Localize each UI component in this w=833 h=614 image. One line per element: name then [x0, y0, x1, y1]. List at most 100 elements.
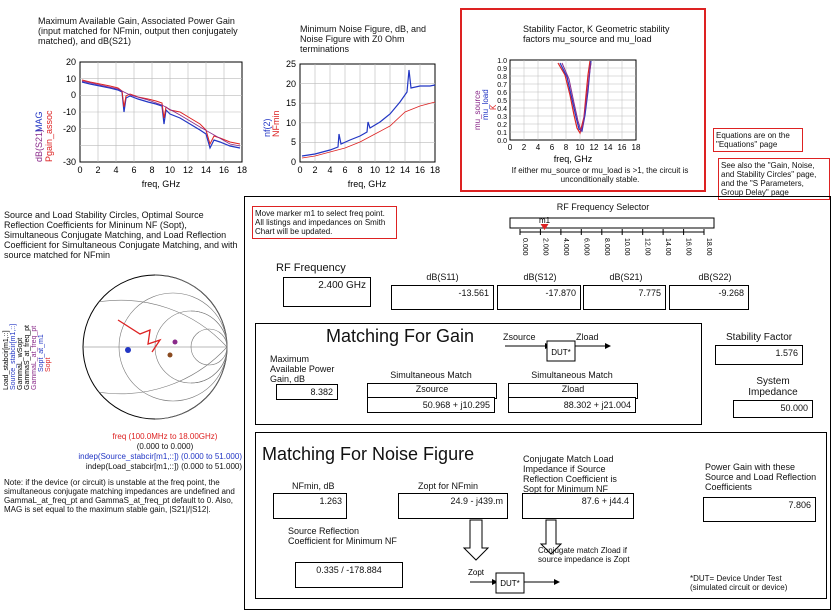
k-xtick: 16	[618, 143, 627, 152]
selector-tick: 10.00	[623, 238, 630, 256]
smith-legend: Source_stabcir[m1,::]	[10, 324, 17, 390]
sim-match-zl-caption: Simultaneous Match	[531, 370, 613, 380]
nf-xtick: 10	[370, 165, 380, 175]
gain-plot: 20 10 0 -10 -20 -30 0 2 4 6 8 10 12 14 1…	[34, 57, 247, 189]
conj-match-note: Conjugate match Zload if source impedanc…	[538, 546, 630, 564]
smith-legend: Sopt_at_m1	[38, 334, 45, 372]
gain-xtick: 14	[201, 165, 211, 175]
gain-section-title: Matching For Gain	[326, 326, 475, 346]
s12-value: -17.870	[497, 285, 581, 310]
k-ytick: 0.3	[497, 114, 507, 121]
k-xtick: 6	[550, 143, 555, 152]
zload-value: 88.302 + j21.004	[508, 397, 636, 413]
k-xlabel: freq, GHz	[554, 154, 593, 164]
gain-dut-diagram: DUT*	[505, 340, 611, 362]
gain-matching-section	[255, 323, 702, 425]
zload-label: Zload	[576, 332, 599, 342]
gain-ytick: 20	[66, 57, 76, 67]
gain-xtick: 2	[95, 165, 100, 175]
smith-legend: GammaS_at_freq_pt	[24, 325, 31, 390]
selector-tick: 12.00	[644, 238, 651, 256]
k-ytick: 0.6	[497, 90, 507, 97]
noise-matching-section	[255, 432, 827, 599]
nf-xtick: 14	[400, 165, 410, 175]
selector-tick: 6.000	[582, 238, 589, 256]
nf-ytick: 25	[286, 59, 296, 69]
smith-legend: GammaL_at_freq_pt	[31, 326, 38, 390]
gain-dut-label: DUT*	[551, 348, 571, 357]
nf-plot-title: Minimum Noise Figure, dB, and Noise Figu…	[300, 24, 427, 54]
k-ytick: 0.7	[497, 82, 507, 89]
nf-xlabel: freq, GHz	[348, 179, 387, 189]
noise-dut-diagram: DUT* Zopt	[462, 519, 563, 594]
gain-ytick: 10	[66, 74, 76, 84]
nf-ytick: 20	[286, 79, 296, 89]
smith-legend: GammaL_wSopt	[17, 338, 24, 390]
frequency-selector[interactable]: m1 0.000 2.000 4.000 6.000 8.000 10.00 1…	[504, 214, 724, 270]
nfmin-value: 1.263	[273, 493, 347, 519]
k-ytick: 0.8	[497, 74, 507, 81]
stability-factor-value: 1.576	[715, 345, 803, 365]
dut-note: *DUT= Device Under Test (simulated circu…	[690, 574, 788, 592]
zopt-arrow-label: Zopt	[468, 568, 485, 577]
power-gain-label: Power Gain with these Source and Load Re…	[705, 462, 817, 492]
s12-label: dB(S12)	[523, 272, 557, 282]
equations-note: Equations are on the "Equations" page	[713, 128, 803, 152]
smith-range2: indep(Source_stabcir[m1,::]) (0.000 to 5…	[78, 452, 242, 461]
s11-value: -13.561	[391, 285, 494, 310]
smith-legend: Sopt	[45, 358, 52, 372]
gain-ylabel: Pgain_assoc	[44, 110, 54, 162]
nf-ylabel: NFmin	[271, 111, 281, 138]
k-ylabel: mu_source	[473, 90, 482, 130]
k-xtick: 10	[576, 143, 585, 152]
k-plot-title: Stability Factor, K Geometric stability …	[523, 24, 670, 44]
gain-xtick: 16	[219, 165, 229, 175]
k-ylabel: K	[489, 104, 498, 110]
gain-xtick: 12	[183, 165, 193, 175]
nf-xtick: 6	[342, 165, 347, 175]
mag-value: 8.382	[276, 384, 338, 400]
stability-plot-frame	[460, 8, 706, 192]
system-impedance-label: System Impedance	[748, 376, 798, 398]
smith-range1: (0.000 to 0.000)	[136, 442, 194, 451]
gain-xtick: 4	[113, 165, 118, 175]
nfmin-label: NFmin, dB	[292, 481, 335, 491]
zsource-label: Zsource	[503, 332, 536, 342]
nf-ytick: 0	[291, 157, 296, 167]
nf-ytick: 5	[291, 137, 296, 147]
nf-plot: 25 20 15 10 5 0 0 2 4 6 8 10 12 14 16 18…	[262, 59, 440, 189]
marker-m1-label: m1	[539, 216, 551, 225]
nf-xtick: 0	[297, 165, 302, 175]
system-impedance-value[interactable]: 50.000	[733, 400, 813, 418]
nf-ylabel: nf(2)	[262, 118, 272, 137]
gain-ytick: -10	[63, 107, 76, 117]
gain-xtick: 8	[149, 165, 154, 175]
marker-m1-handle[interactable]: m1	[539, 216, 551, 230]
selector-tick: 18.00	[705, 238, 712, 256]
s11-label: dB(S11)	[426, 272, 459, 282]
zopt-value: 24.9 - j439.m	[398, 493, 508, 519]
marker-note: Move marker m1 to select freq point. All…	[252, 206, 397, 239]
conj-match-value: 87.6 + j44.4	[522, 493, 634, 519]
k-ytick: 0.1	[497, 130, 507, 137]
gain-ytick: -20	[63, 124, 76, 134]
selector-tick: 4.000	[562, 238, 569, 256]
rf-frequency-value: 2.400 GHz	[283, 277, 371, 307]
gain-ylabel: dB(S21)	[34, 129, 44, 162]
k-xtick: 12	[590, 143, 599, 152]
k-ytick: 0.4	[497, 106, 507, 113]
smith-chart[interactable]: Load_stabcir[m1,::] Source_stabcir[m1,::…	[0, 272, 245, 440]
k-ylabel: mu_load	[481, 89, 490, 120]
selector-tick: 0.000	[521, 238, 528, 256]
gain-ytick: -30	[63, 157, 76, 167]
k-xtick: 4	[536, 143, 541, 152]
nf-xtick: 18	[430, 165, 440, 175]
selector-tick: 16.00	[685, 238, 692, 256]
s21-label: dB(S21)	[609, 272, 643, 282]
gain-xtick: 10	[165, 165, 175, 175]
sim-match-zs-caption: Simultaneous Match	[390, 370, 472, 380]
see-also-note: See also the "Gain, Noise, and Stability…	[718, 158, 830, 200]
nf-xtick: 4	[327, 165, 332, 175]
gain-xlabel: freq, GHz	[142, 179, 181, 189]
stability-factor-label: Stability Factor	[726, 332, 793, 343]
